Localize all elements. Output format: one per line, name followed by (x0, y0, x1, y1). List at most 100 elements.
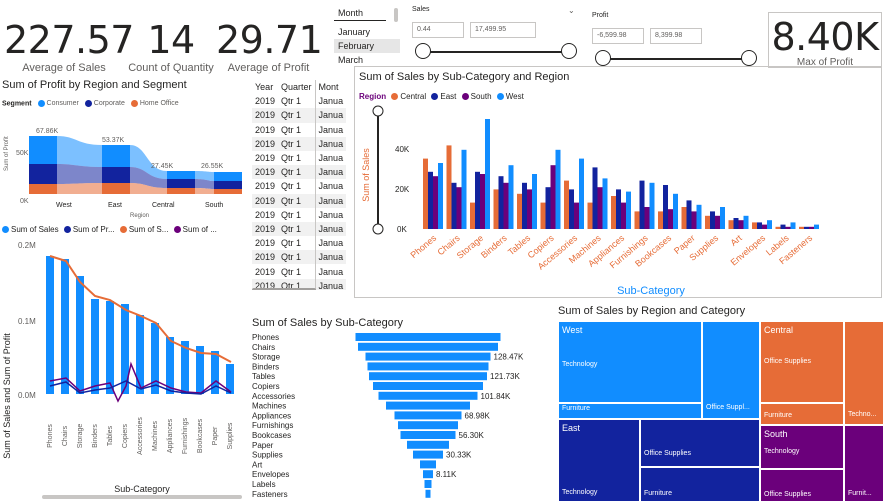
cluster-bar (790, 222, 796, 229)
x-tick-label: Phones (408, 233, 438, 261)
cluster-bar (686, 200, 692, 229)
table-row[interactable]: 2019 Qtr 1 Janua (252, 250, 347, 265)
table-row[interactable]: 2019 Qtr 1 Janua (252, 136, 347, 151)
treemap-south-office[interactable]: Office Supplies (760, 469, 844, 502)
month-item-february[interactable]: February (334, 39, 400, 53)
month-slicer[interactable]: Month January February March (334, 6, 400, 68)
legend-title: Segment (2, 100, 32, 108)
profit-min-input[interactable]: -6,599.98 (592, 28, 644, 44)
x-tick-label: Storage (455, 233, 486, 261)
combo-chart[interactable]: Sum of Sales and Sum of Profit 0.2M 0.1M… (0, 236, 248, 502)
date-table[interactable]: Year Quarter Mont 2019 Qtr 1 Janua 2019 Qtr … (252, 80, 348, 290)
legend-sum-s: Sum of S... (119, 225, 168, 234)
sales-slider-max-handle[interactable] (561, 43, 577, 59)
funnel-category-label: Phones (252, 333, 279, 342)
x-tick-label: Phones (47, 424, 54, 448)
treemap-central-furniture[interactable]: Furniture (760, 403, 844, 425)
cluster-bar (639, 180, 645, 229)
funnel-bar (425, 489, 431, 498)
table-row[interactable]: 2019 Qtr 1 Janua (252, 94, 347, 109)
legend: Segment Consumer Corporate Home Office (2, 100, 179, 107)
sales-min-input[interactable]: 0.44 (412, 22, 464, 38)
ribbon-south-corporate (214, 181, 242, 189)
funnel-chart[interactable]: Sum of Sales by Sub-Category Phones Chair… (252, 317, 554, 502)
range-slider-top-handle[interactable] (372, 105, 384, 117)
range-slider-bottom-handle[interactable] (372, 223, 384, 235)
sales-slider-track (422, 51, 570, 53)
header-year[interactable]: Year (255, 82, 274, 93)
treemap-label: Office Suppl... (706, 404, 750, 411)
table-cell: Qtr 1 (281, 124, 302, 135)
table-row[interactable]: 2019 Qtr 1 Janua (252, 179, 347, 194)
combo-bar (46, 256, 54, 394)
table-row[interactable]: 2019 Qtr 1 Janua (252, 122, 347, 137)
treemap-chart[interactable]: Sum of Sales by Region and Category West… (558, 305, 884, 502)
cluster-bar (663, 185, 668, 229)
table-cell: Janua (314, 250, 347, 265)
cluster-bar (626, 191, 631, 229)
funnel-bar (367, 362, 489, 371)
cluster-bar (738, 220, 744, 229)
profit-slider-min-handle[interactable] (595, 50, 611, 66)
cluster-bar (743, 215, 749, 229)
sales-max-input[interactable]: 17,499.95 (470, 22, 536, 38)
table-row[interactable]: 2019 Qtr 1 Janua (252, 236, 347, 251)
month-slicer-scrollbar[interactable] (394, 8, 398, 22)
funnel-category-label: Storage (252, 353, 281, 362)
table-row[interactable]: 2019 Qtr 1 Janua (252, 207, 347, 222)
treemap-label: Office Supplies (764, 358, 811, 365)
y-tick-0k: 0K (397, 225, 407, 234)
table-row[interactable]: 2019 Qtr 1 Janua (252, 150, 347, 166)
month-item-march[interactable]: March (338, 55, 364, 65)
table-cell: 2019 (255, 96, 276, 107)
treemap-west-office[interactable]: Office Suppl... (702, 321, 760, 419)
table-cell: Qtr 1 (278, 278, 316, 290)
cluster-bar (550, 165, 556, 229)
kpi-count-quantity: 14 Count of Quantity (116, 18, 226, 74)
kpi-average-sales: 227.57 Average of Sales (4, 18, 134, 74)
header-quarter[interactable]: Quarter (281, 82, 312, 93)
profit-slicer: Profit -6,599.98 8,399.98 (592, 12, 762, 68)
profit-max-input[interactable]: 8,399.98 (650, 28, 702, 44)
treemap-east-furniture[interactable]: Furniture (640, 467, 760, 502)
cluster-bar (757, 222, 762, 229)
table-row[interactable]: 2019 Qtr 1 Janua (252, 193, 347, 208)
table-row[interactable]: 2019 Qtr 1 Janua (252, 221, 347, 237)
cluster-bar (597, 187, 603, 229)
sales-slider-min-handle[interactable] (415, 43, 431, 59)
combo-bar (211, 351, 219, 394)
month-item-january[interactable]: January (338, 27, 371, 37)
table-row[interactable]: 2019 Qtr 1 Janua (252, 278, 347, 290)
treemap-central-technology[interactable]: Techno... (844, 321, 884, 425)
funnel-bar (369, 372, 487, 381)
chart-title: Sum of Sales by Region and Category (558, 305, 746, 317)
profit-region-segment-chart[interactable]: Sum of Profit by Region and Segment Segm… (2, 79, 247, 221)
table-scrollbar[interactable] (252, 288, 316, 290)
treemap-south-furniture[interactable]: Furnit... (844, 425, 884, 502)
ribbon-value-south: 26.55K (201, 163, 224, 170)
combo-scrollbar[interactable] (42, 495, 242, 499)
treemap-west-furniture[interactable]: Furniture (558, 403, 702, 419)
table-row[interactable]: 2019 Qtr 1 Janua (252, 165, 347, 180)
treemap-south-technology[interactable]: South Technology (760, 425, 844, 469)
chevron-down-icon[interactable]: ⌄ (568, 6, 575, 15)
treemap-east-office[interactable]: Office Supplies (640, 419, 760, 467)
clustered-chart[interactable]: Sum of Sales by Sub-Category and Region … (354, 66, 882, 298)
legend-west: West (496, 92, 524, 101)
cluster-bar (752, 222, 757, 229)
table-row[interactable]: 2019 Qtr 1 Janua (252, 264, 347, 279)
combo-line-purple (49, 361, 232, 403)
funnel-category-label: Machines (252, 402, 286, 411)
cluster-bar (579, 158, 584, 229)
ribbon-central-home (167, 188, 195, 194)
profit-slider-max-handle[interactable] (741, 50, 757, 66)
legend-sum-other: Sum of ... (173, 225, 217, 234)
header-month[interactable]: Mont (314, 80, 347, 95)
treemap-central-office[interactable]: Central Office Supplies (760, 321, 844, 403)
treemap-west-technology[interactable]: West Technology (558, 321, 702, 403)
treemap-east-technology[interactable]: East Technology (558, 419, 640, 502)
table-row[interactable]: 2019 Qtr 1 Janua (252, 108, 347, 123)
ribbon-chart-svg: Sum of Profit 50K 0K 67.86K 53.37K 27.45 (4, 128, 242, 219)
ribbon-flow-home-2 (130, 183, 167, 194)
x-tick-label: Binders (479, 233, 509, 261)
